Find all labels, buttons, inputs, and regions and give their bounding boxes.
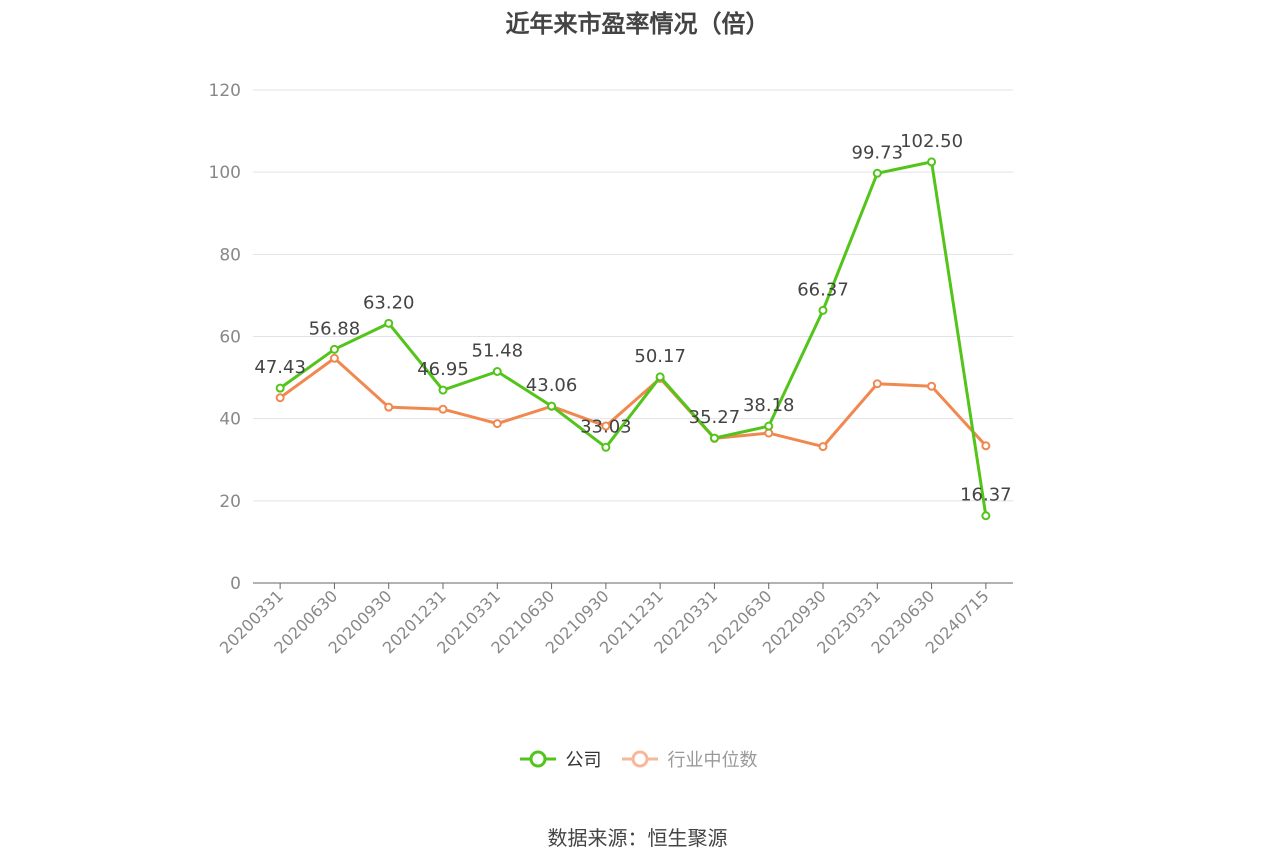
point-industry	[438, 404, 448, 414]
point-industry	[872, 379, 882, 389]
y-tick-label: 60	[219, 328, 241, 348]
legend-item-industry[interactable]: 行业中位数	[620, 746, 758, 772]
data-source: 数据来源：恒生聚源	[547, 826, 728, 850]
point-company	[438, 385, 448, 395]
point-company	[981, 511, 991, 521]
point-company	[384, 318, 394, 328]
point-company	[872, 168, 882, 178]
legend: 公司 行业中位数	[0, 746, 1275, 772]
y-tick-label: 20	[219, 492, 241, 512]
point-company	[601, 442, 611, 452]
point-industry	[384, 402, 394, 412]
data-label: 56.88	[309, 318, 361, 339]
data-label: 102.50	[900, 131, 963, 152]
point-company	[547, 401, 557, 411]
chart-title: 近年来市盈率情况（倍）	[505, 10, 770, 38]
axes: 0204060801001202020033120200630202009302…	[209, 81, 1013, 657]
y-tick-label: 0	[230, 574, 241, 594]
point-industry	[601, 421, 611, 431]
point-company	[655, 372, 665, 382]
data-label: 16.37	[960, 485, 1012, 506]
point-industry	[818, 442, 828, 452]
data-label: 33.03	[580, 416, 632, 437]
point-company	[709, 433, 719, 443]
point-industry	[927, 381, 937, 391]
point-industry	[492, 419, 502, 429]
data-label: 50.17	[634, 346, 686, 367]
point-company	[764, 421, 774, 431]
legend-marker-industry	[621, 750, 658, 768]
data-label: 46.95	[417, 359, 469, 380]
point-company	[275, 383, 285, 393]
legend-item-company[interactable]: 公司	[518, 746, 602, 772]
legend-label-industry: 行业中位数	[667, 750, 758, 771]
series	[275, 157, 991, 521]
grid-lines	[253, 89, 1013, 502]
data-label: 38.18	[743, 395, 795, 416]
y-tick-label: 100	[209, 163, 241, 183]
data-label: 51.48	[472, 341, 524, 362]
data-label: 63.20	[363, 292, 415, 313]
legend-label-company: 公司	[565, 750, 602, 771]
point-industry	[275, 393, 285, 403]
data-label: 99.73	[852, 142, 904, 163]
series-line-industry	[279, 356, 987, 449]
data-label: 66.37	[797, 279, 849, 300]
point-company	[329, 344, 339, 354]
point-industry	[329, 353, 339, 363]
series-line-company	[279, 160, 988, 516]
y-tick-label: 80	[219, 245, 241, 265]
point-company	[927, 157, 937, 167]
y-tick-label: 120	[209, 81, 241, 101]
data-label: 43.06	[526, 375, 578, 396]
point-company	[818, 305, 828, 315]
point-company	[492, 367, 502, 377]
point-industry	[981, 441, 991, 451]
legend-marker-company	[519, 750, 556, 768]
data-label: 35.27	[689, 407, 741, 428]
y-tick-label: 40	[219, 410, 241, 430]
data-label: 47.43	[254, 357, 306, 378]
